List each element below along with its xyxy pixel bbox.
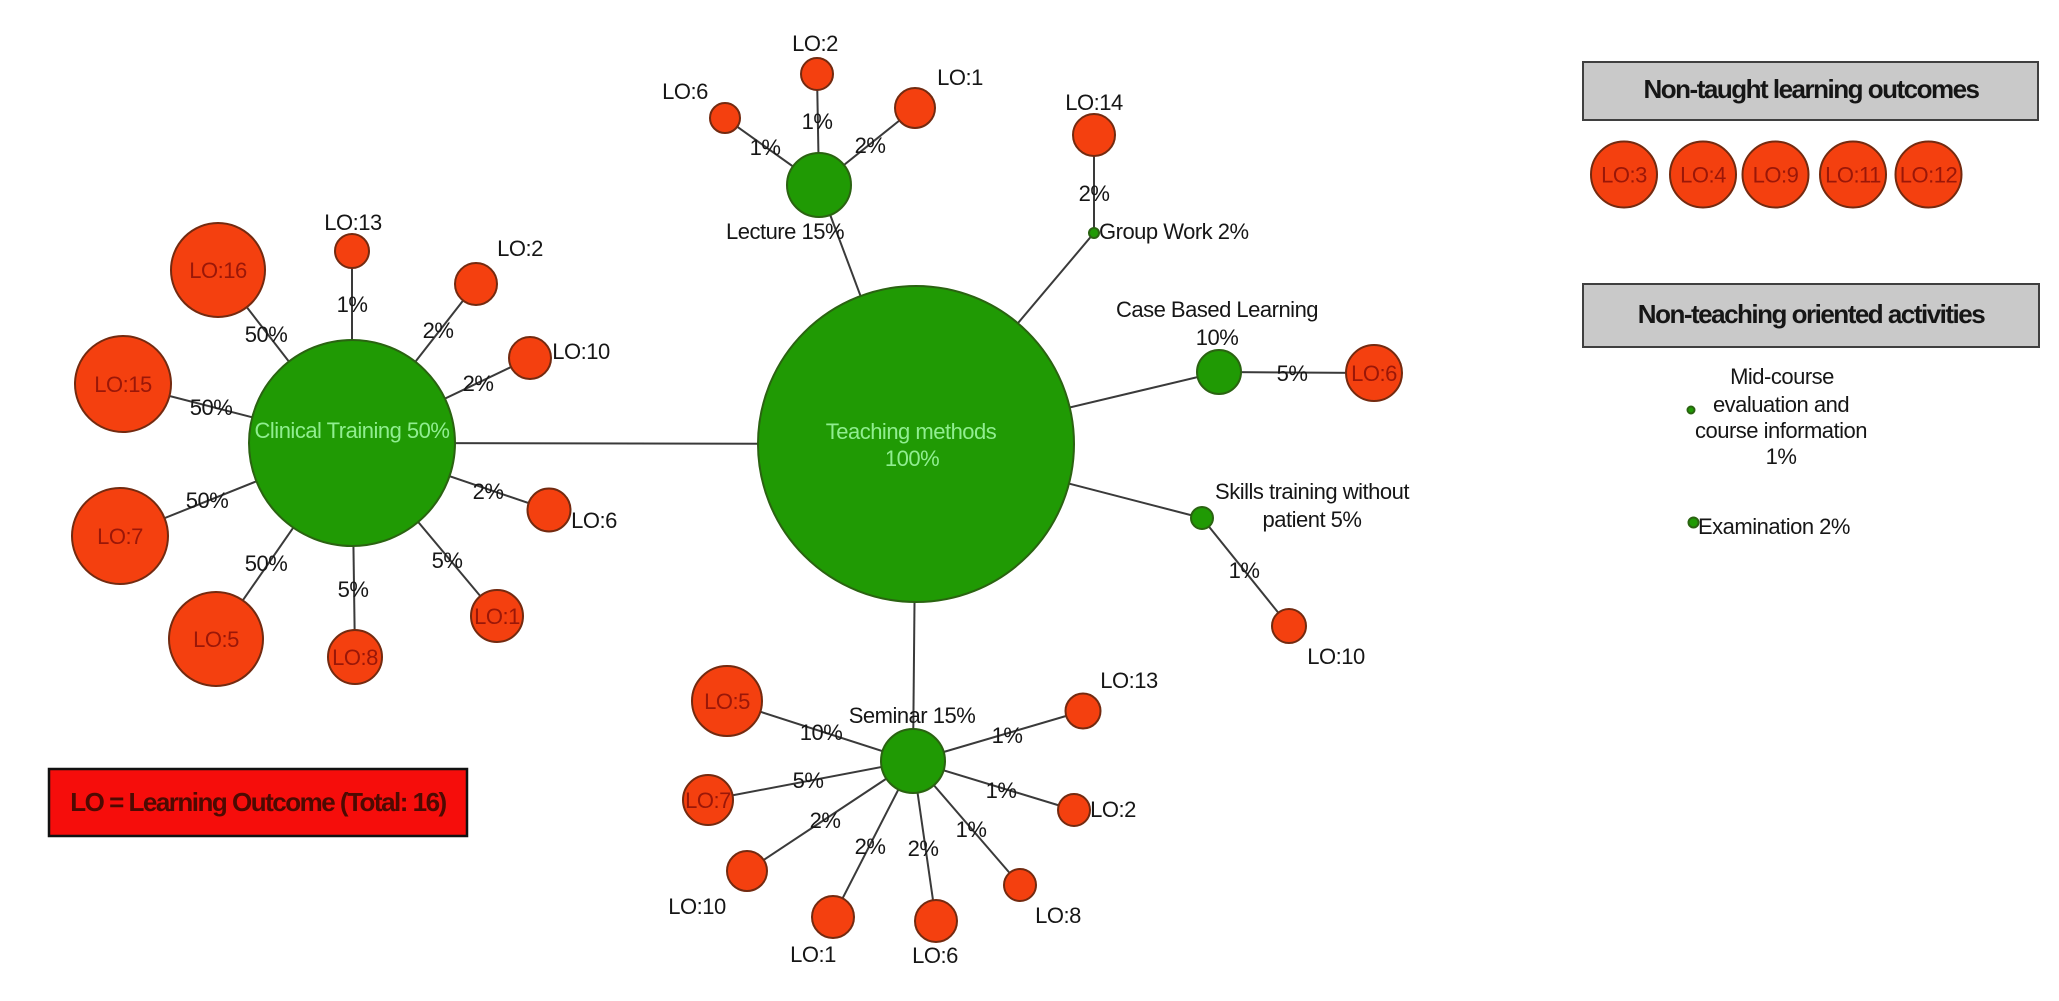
svg-text:LO:9: LO:9 xyxy=(1753,163,1799,188)
svg-text:evaluation and: evaluation and xyxy=(1713,392,1849,417)
svg-text:Skills training without: Skills training without xyxy=(1215,479,1409,504)
svg-text:Mid-course: Mid-course xyxy=(1730,364,1834,389)
svg-text:2%: 2% xyxy=(810,808,841,833)
svg-text:LO:16: LO:16 xyxy=(189,258,247,283)
svg-text:LO:1: LO:1 xyxy=(474,604,520,629)
svg-text:1%: 1% xyxy=(337,292,368,317)
svg-text:LO:10: LO:10 xyxy=(668,894,726,919)
svg-text:LO:6: LO:6 xyxy=(1351,361,1397,386)
svg-text:Examination 2%: Examination 2% xyxy=(1698,514,1850,539)
svg-text:LO:8: LO:8 xyxy=(332,645,378,670)
svg-text:LO:13: LO:13 xyxy=(324,210,382,235)
svg-text:100%: 100% xyxy=(885,446,939,471)
svg-text:50%: 50% xyxy=(190,395,233,420)
svg-text:Clinical Training 50%: Clinical Training 50% xyxy=(255,418,450,443)
svg-text:1%: 1% xyxy=(986,778,1017,803)
svg-text:Non-teaching oriented activiti: Non-teaching oriented activities xyxy=(1638,299,1985,329)
svg-text:LO:15: LO:15 xyxy=(94,372,152,397)
svg-text:1%: 1% xyxy=(750,135,781,160)
svg-text:LO:7: LO:7 xyxy=(97,524,143,549)
svg-text:2%: 2% xyxy=(423,318,454,343)
svg-text:LO:6: LO:6 xyxy=(912,943,958,968)
svg-text:LO:2: LO:2 xyxy=(1090,797,1136,822)
svg-text:LO:14: LO:14 xyxy=(1065,90,1123,115)
svg-text:patient 5%: patient 5% xyxy=(1263,507,1362,532)
svg-text:2%: 2% xyxy=(855,133,886,158)
svg-text:LO:6: LO:6 xyxy=(662,79,708,104)
svg-text:2%: 2% xyxy=(855,834,886,859)
svg-text:10%: 10% xyxy=(1196,325,1239,350)
svg-text:50%: 50% xyxy=(245,551,288,576)
svg-text:2%: 2% xyxy=(908,836,939,861)
svg-text:2%: 2% xyxy=(473,479,504,504)
svg-text:Seminar 15%: Seminar 15% xyxy=(849,703,976,728)
svg-text:10%: 10% xyxy=(800,720,843,745)
svg-text:50%: 50% xyxy=(245,322,288,347)
svg-text:2%: 2% xyxy=(1079,181,1110,206)
svg-text:1%: 1% xyxy=(802,109,833,134)
svg-text:Teaching methods: Teaching methods xyxy=(826,419,997,444)
svg-text:LO:8: LO:8 xyxy=(1035,903,1081,928)
svg-text:LO:5: LO:5 xyxy=(193,627,239,652)
svg-text:LO:6: LO:6 xyxy=(571,508,617,533)
svg-text:LO:4: LO:4 xyxy=(1680,163,1726,188)
svg-text:LO:5: LO:5 xyxy=(704,689,750,714)
svg-text:LO:2: LO:2 xyxy=(792,31,838,56)
svg-text:50%: 50% xyxy=(186,488,229,513)
svg-text:1%: 1% xyxy=(1229,558,1260,583)
svg-text:Lecture 15%: Lecture 15% xyxy=(726,219,844,244)
svg-text:Group Work 2%: Group Work 2% xyxy=(1099,219,1249,244)
svg-text:LO:1: LO:1 xyxy=(937,65,983,90)
svg-text:LO:2: LO:2 xyxy=(497,236,543,261)
svg-text:2%: 2% xyxy=(463,371,494,396)
svg-text:course information: course information xyxy=(1695,418,1867,443)
svg-text:LO:10: LO:10 xyxy=(552,339,610,364)
svg-text:LO:13: LO:13 xyxy=(1100,668,1158,693)
svg-text:LO:7: LO:7 xyxy=(685,788,731,813)
svg-text:5%: 5% xyxy=(793,768,824,793)
svg-text:5%: 5% xyxy=(432,548,463,573)
svg-text:Non-taught learning outcomes: Non-taught learning outcomes xyxy=(1644,74,1980,104)
svg-text:1%: 1% xyxy=(1766,444,1797,469)
svg-text:LO:10: LO:10 xyxy=(1307,644,1365,669)
svg-text:LO = Learning Outcome (Total:: LO = Learning Outcome (Total: 16) xyxy=(70,787,446,817)
svg-text:1%: 1% xyxy=(956,817,987,842)
svg-text:5%: 5% xyxy=(1277,361,1308,386)
svg-text:Case Based Learning: Case Based Learning xyxy=(1116,297,1318,322)
svg-text:1%: 1% xyxy=(992,723,1023,748)
svg-text:LO:1: LO:1 xyxy=(790,942,836,967)
svg-text:LO:12: LO:12 xyxy=(1900,163,1958,188)
svg-text:LO:11: LO:11 xyxy=(1825,163,1881,188)
svg-text:5%: 5% xyxy=(338,577,369,602)
svg-text:LO:3: LO:3 xyxy=(1601,163,1647,188)
